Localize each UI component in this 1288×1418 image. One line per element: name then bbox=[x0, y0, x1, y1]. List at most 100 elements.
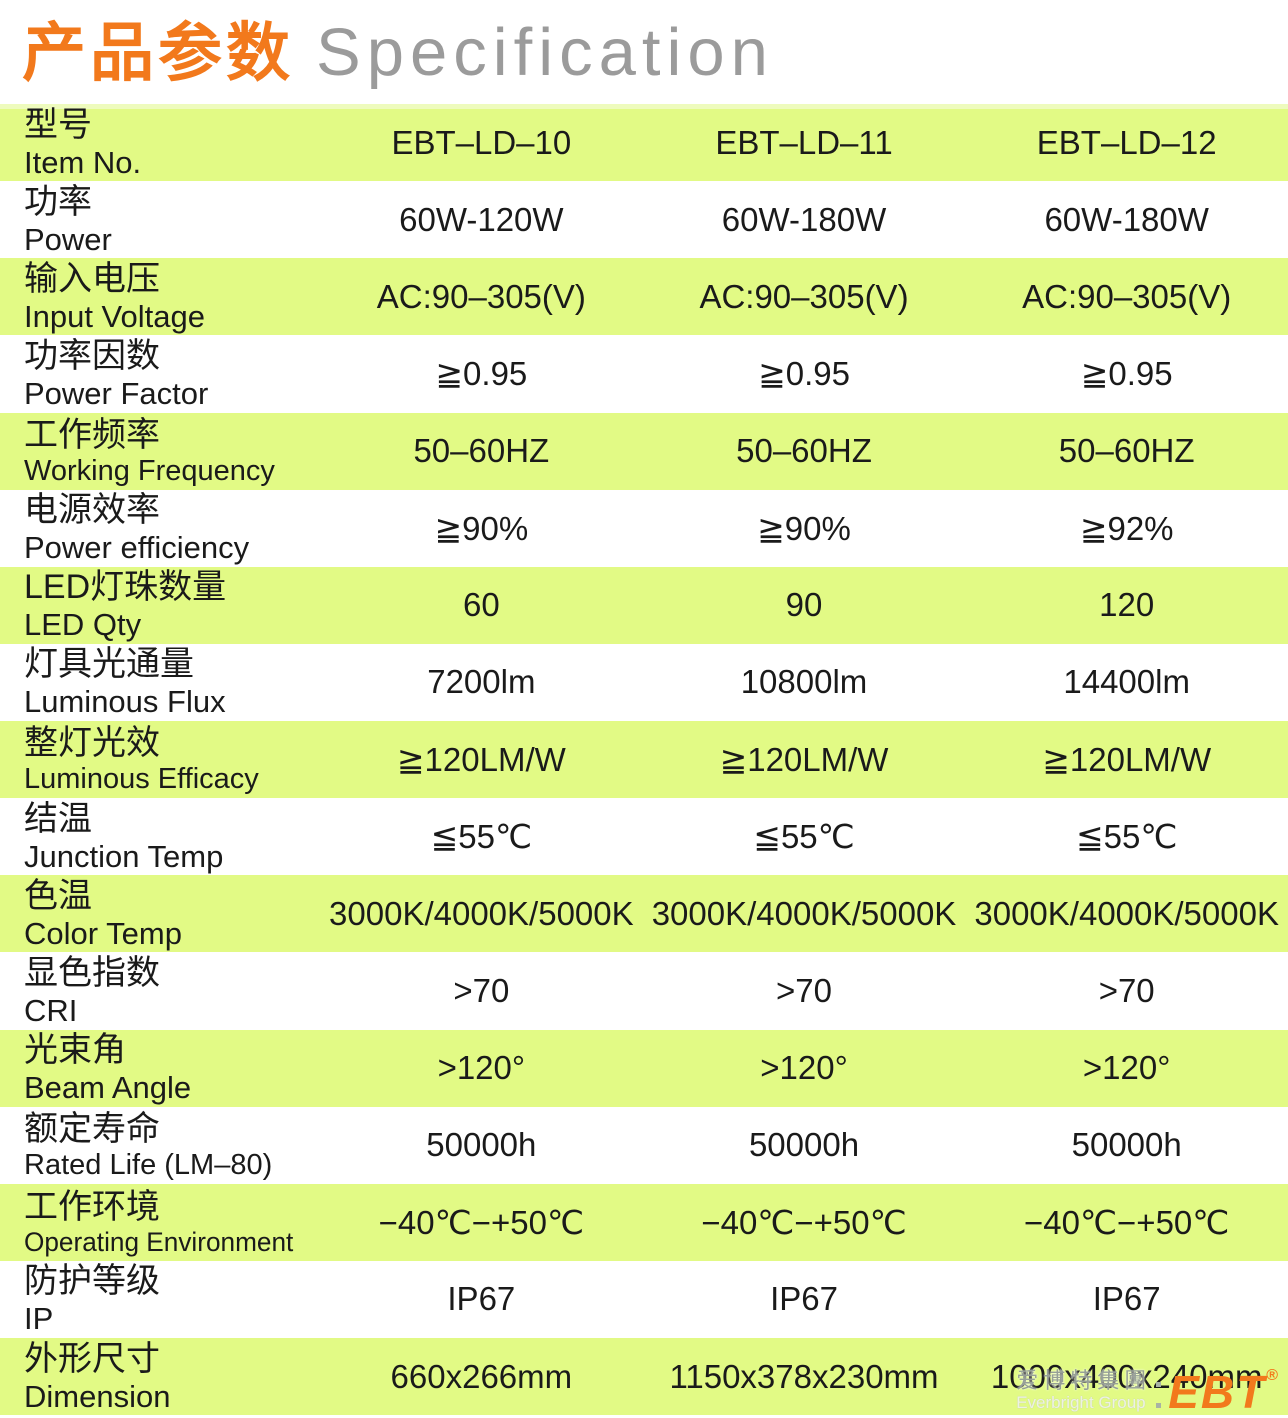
table-row: 色温 Color Temp 3000K/4000K/5000K 3000K/4000K… bbox=[0, 875, 1288, 953]
cell-value: EBT–LD–10 bbox=[391, 123, 572, 161]
row-label-english: Beam Angle bbox=[24, 1070, 192, 1106]
table-row: 功率 Power 60W-120W 60W-180W 60W-180W bbox=[0, 181, 1288, 259]
row-label: 电源效率 Power efficiency bbox=[0, 490, 320, 567]
cell-value: −40℃−+50℃ bbox=[1024, 1203, 1230, 1241]
row-label: 外形尺寸 Dimension bbox=[0, 1338, 320, 1415]
cell-value: EBT–LD–12 bbox=[1036, 123, 1217, 161]
cell-value: 50–60HZ bbox=[736, 432, 872, 470]
row-label-chinese: 灯具光通量 bbox=[24, 645, 194, 684]
cell-value: 120 bbox=[1099, 586, 1155, 624]
cell-value: >120° bbox=[760, 1049, 848, 1087]
cell-value: AC:90–305(V) bbox=[699, 277, 909, 315]
row-label-english: IP bbox=[24, 1301, 54, 1337]
row-label: 灯具光通量 Luminous Flux bbox=[0, 644, 320, 721]
row-label-english: Item No. bbox=[24, 144, 142, 180]
cell-value: ≦55℃ bbox=[430, 818, 533, 856]
row-label: 整灯光效 Luminous Efficacy bbox=[0, 721, 320, 798]
table-row: 功率因数 Power Factor ≧0.95 ≧0.95 ≧0.95 bbox=[0, 335, 1288, 413]
brand-name-english: Everbright Group bbox=[1016, 1393, 1146, 1412]
page-title-chinese: 产品参数 bbox=[22, 17, 294, 89]
row-label: 型号 Item No. bbox=[0, 104, 320, 181]
row-label-chinese: 工作环境 bbox=[24, 1187, 160, 1226]
cell-value: 1150x378x230mm bbox=[669, 1357, 939, 1395]
cell-value: 3000K/4000K/5000K bbox=[329, 894, 634, 932]
cell-value: 60W-120W bbox=[399, 200, 564, 238]
row-label: LED灯珠数量 LED Qty bbox=[0, 567, 320, 644]
row-label-chinese: 防护等级 bbox=[24, 1262, 160, 1301]
row-label-english: Power efficiency bbox=[24, 530, 250, 566]
cell-value: ≧0.95 bbox=[758, 355, 850, 393]
cell-value: 50000h bbox=[748, 1126, 860, 1164]
row-label-chinese: 结温 bbox=[24, 799, 92, 838]
row-label-english: Operating Environment bbox=[24, 1226, 294, 1257]
cell-value: ≧90% bbox=[757, 509, 851, 547]
spec-table: 型号 Item No. EBT–LD–10 EBT–LD–11 EBT–LD–12 功率 P… bbox=[0, 104, 1288, 1416]
table-row: 整灯光效 Luminous Efficacy ≧120LM/W ≧120LM/W ≧12… bbox=[0, 721, 1288, 799]
row-label-chinese: 外形尺寸 bbox=[24, 1339, 160, 1378]
brand-name-chinese: 爱博特集團 bbox=[1016, 1368, 1152, 1393]
cell-value: EBT–LD–11 bbox=[715, 123, 893, 161]
table-row: 输入电压 Input Voltage AC:90–305(V) AC:90–305(V… bbox=[0, 258, 1288, 336]
row-label-english: Luminous Efficacy bbox=[24, 763, 259, 796]
row-label: 输入电压 Input Voltage bbox=[0, 258, 320, 335]
row-label-english: Color Temp bbox=[24, 915, 182, 951]
brand-logo-ebt: EBT® bbox=[1168, 1366, 1278, 1418]
row-label-chinese: 色温 bbox=[24, 876, 92, 915]
cell-value: 50–60HZ bbox=[1058, 432, 1195, 470]
table-row: 工作频率 Working Frequency 50–60HZ 50–60HZ 50–60… bbox=[0, 412, 1288, 490]
cell-value: 10800lm bbox=[740, 663, 868, 701]
row-label-chinese: 工作频率 bbox=[24, 415, 160, 454]
cell-value: 60 bbox=[462, 586, 500, 624]
cell-value: 60W-180W bbox=[721, 200, 887, 238]
cell-value: >120° bbox=[437, 1049, 526, 1087]
cell-value: 3000K/4000K/5000K bbox=[651, 894, 957, 932]
row-label-chinese: 输入电压 bbox=[24, 259, 160, 298]
cell-value: 50000h bbox=[1071, 1126, 1182, 1164]
brand-logo: 爱博特集團 Everbright Group EBT® bbox=[1016, 1356, 1278, 1418]
cell-value: 50–60HZ bbox=[413, 432, 550, 470]
cell-value: >70 bbox=[776, 971, 832, 1009]
row-label-chinese: 型号 bbox=[24, 105, 92, 144]
cell-value: 3000K/4000K/5000K bbox=[974, 894, 1279, 932]
registered-trademark-icon: ® bbox=[1266, 1367, 1278, 1384]
cell-value: >70 bbox=[1098, 971, 1155, 1009]
cell-value: 90 bbox=[785, 586, 823, 624]
table-row: 电源效率 Power efficiency ≧90% ≧90% ≧92% bbox=[0, 489, 1288, 567]
row-label: 光束角 Beam Angle bbox=[0, 1030, 320, 1107]
cell-value: IP67 bbox=[770, 1280, 838, 1318]
row-label: 工作频率 Working Frequency bbox=[0, 413, 320, 490]
row-label-english: Power Factor bbox=[24, 375, 209, 411]
cell-value: −40℃−+50℃ bbox=[701, 1203, 907, 1241]
row-label: 防护等级 IP bbox=[0, 1261, 320, 1338]
cell-value: ≦55℃ bbox=[1075, 818, 1178, 856]
cell-value: ≧0.95 bbox=[1080, 355, 1173, 393]
cell-value: 7200lm bbox=[427, 663, 536, 701]
cell-value: 14400lm bbox=[1063, 663, 1190, 701]
row-label-english: CRI bbox=[24, 992, 78, 1028]
row-label: 显色指数 CRI bbox=[0, 952, 320, 1029]
page-title-english: Specification bbox=[316, 15, 774, 90]
cell-value: ≧92% bbox=[1079, 509, 1174, 547]
row-label-english: LED Qty bbox=[24, 607, 142, 643]
row-label-chinese: 电源效率 bbox=[24, 491, 160, 530]
row-label: 工作环境 Operating Environment bbox=[0, 1184, 320, 1261]
row-label-chinese: 整灯光效 bbox=[24, 724, 160, 763]
cell-value: 1000x400x240mm bbox=[990, 1357, 1263, 1395]
table-row: 显色指数 CRI >70 >70 >70 bbox=[0, 952, 1288, 1030]
table-row: 结温 Junction Temp ≦55℃ ≦55℃ ≦55℃ bbox=[0, 798, 1288, 876]
cell-value: IP67 bbox=[447, 1280, 516, 1318]
row-label-chinese: LED灯珠数量 bbox=[24, 568, 227, 607]
logo-separator-dots bbox=[1156, 1382, 1162, 1408]
row-label-english: Working Frequency bbox=[24, 454, 275, 487]
row-label-english: Dimension bbox=[24, 1378, 171, 1414]
cell-value: >70 bbox=[453, 971, 510, 1009]
table-row: LED灯珠数量 LED Qty 60 90 120 bbox=[0, 566, 1288, 644]
row-label-chinese: 功率 bbox=[24, 182, 92, 221]
row-label: 功率 Power bbox=[0, 181, 320, 258]
cell-value: ≧0.95 bbox=[435, 355, 528, 393]
table-row: 防护等级 IP IP67 IP67 IP67 bbox=[0, 1260, 1288, 1338]
table-row: 光束角 Beam Angle >120° >120° >120° bbox=[0, 1029, 1288, 1107]
table-row: 额定寿命 Rated Life (LM–80) 50000h 50000h 50000h bbox=[0, 1106, 1288, 1184]
row-label-chinese: 功率因数 bbox=[24, 336, 160, 375]
